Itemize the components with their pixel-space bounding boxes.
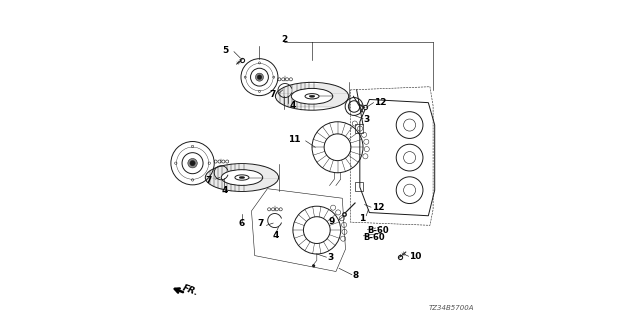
Text: 6: 6 [239,219,245,228]
Ellipse shape [309,95,315,97]
Circle shape [312,264,316,268]
Text: 12: 12 [374,98,387,107]
Text: 9: 9 [328,217,335,226]
Circle shape [188,158,197,168]
Text: 8: 8 [353,271,359,280]
Text: TZ34B5700A: TZ34B5700A [429,305,474,311]
Text: B-60: B-60 [364,233,385,242]
Circle shape [190,161,195,166]
Text: B-60: B-60 [367,226,388,235]
Text: 3: 3 [327,253,333,262]
Text: 7: 7 [257,219,263,228]
Text: 12: 12 [372,203,384,212]
Text: 7: 7 [205,176,212,185]
Circle shape [255,73,264,81]
Bar [355,124,363,133]
Bar [355,182,363,191]
Circle shape [257,75,262,79]
Text: 10: 10 [409,252,422,261]
Text: FR.: FR. [181,283,200,297]
Text: 3: 3 [364,115,370,124]
Ellipse shape [239,176,244,179]
Text: 5: 5 [222,46,228,55]
Text: 4: 4 [273,231,279,240]
Text: 4: 4 [290,101,296,110]
Text: 2: 2 [281,35,287,44]
Text: 7: 7 [269,90,275,99]
Text: 11: 11 [289,135,301,144]
Text: 4: 4 [221,186,228,195]
Text: 1: 1 [359,214,365,223]
